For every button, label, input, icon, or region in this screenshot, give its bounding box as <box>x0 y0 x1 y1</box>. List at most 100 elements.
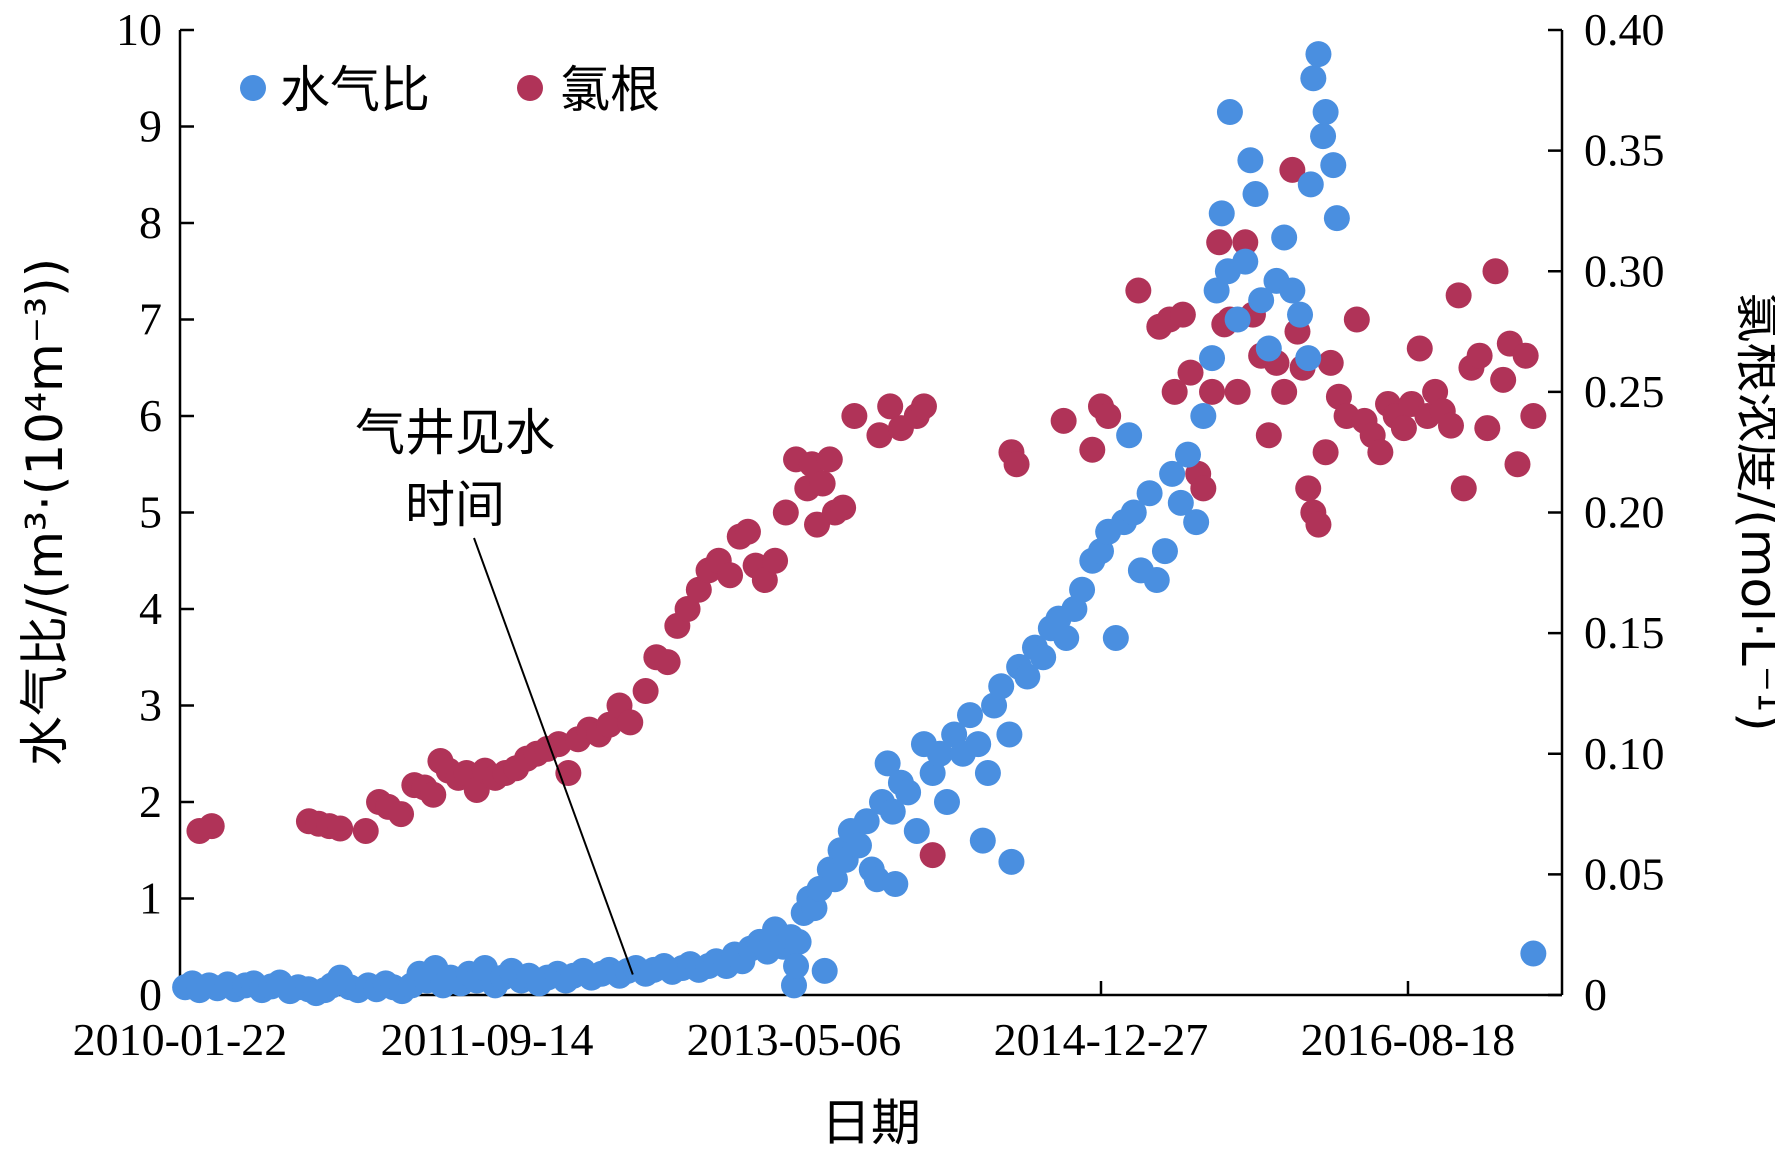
left-y-tick-label: 7 <box>139 294 162 345</box>
chloride-point <box>1199 378 1226 405</box>
water-gas-ratio-point <box>785 928 812 955</box>
legend-marker-water-gas-ratio <box>240 75 266 101</box>
water-gas-ratio-point <box>1279 277 1306 304</box>
water-gas-ratio-point <box>1069 576 1096 603</box>
water-gas-ratio-point <box>988 673 1015 700</box>
chloride-point <box>816 446 843 473</box>
x-axis-label: 日期 <box>821 1094 921 1152</box>
chloride-point <box>674 596 701 622</box>
left-y-tick-label: 2 <box>139 776 162 827</box>
chloride-point <box>1079 436 1106 463</box>
right-y-tick-label: 0.30 <box>1584 245 1665 296</box>
left-y-tick-label: 0 <box>139 969 162 1020</box>
annotation-pointer-line <box>473 537 634 975</box>
chloride-point <box>1450 475 1477 502</box>
water-gas-ratio-point <box>1320 152 1347 179</box>
chloride-point <box>1279 156 1306 183</box>
right-y-ticks: 0 0.05 0.10 0.15 0.20 0.25 0.30 0.35 0.40 <box>1548 4 1665 1020</box>
right-y-tick-label: 0.15 <box>1584 607 1665 658</box>
water-gas-ratio-point <box>1136 480 1163 507</box>
water-gas-ratio-point <box>1310 123 1337 150</box>
water-gas-ratio-point <box>811 957 838 984</box>
water-gas-ratio-point <box>845 832 872 859</box>
legend-marker-chloride <box>517 75 543 101</box>
left-y-tick-label: 5 <box>139 487 162 538</box>
chloride-point <box>1367 439 1394 466</box>
right-y-tick-label: 0.20 <box>1584 487 1665 538</box>
water-gas-ratio-point <box>879 798 906 825</box>
chloride-point <box>830 494 857 521</box>
chloride-point <box>866 422 893 449</box>
water-gas-ratio-point <box>1237 147 1264 174</box>
chloride-point <box>1490 366 1517 393</box>
water-gas-ratio-point <box>1248 287 1275 314</box>
water-gas-ratio-point <box>1143 567 1170 594</box>
water-gas-ratio-point <box>974 760 1001 787</box>
right-y-tick-label: 0.35 <box>1584 125 1665 176</box>
water-gas-ratio-point <box>926 740 953 767</box>
water-gas-ratio-point <box>933 789 960 815</box>
chloride-point <box>1317 349 1344 376</box>
annotation-line-1: 气井见水 <box>355 404 555 462</box>
chloride-point <box>1512 342 1539 369</box>
water-gas-ratio-point <box>1295 345 1322 372</box>
chloride-point <box>1312 439 1339 466</box>
chloride-point <box>327 815 354 842</box>
water-gas-ratio-point <box>1208 200 1235 227</box>
water-gas-ratio-point <box>780 972 807 999</box>
right-y-tick-label: 0.40 <box>1584 4 1665 55</box>
chloride-point <box>772 499 799 526</box>
chloride-point <box>1445 282 1472 309</box>
water-gas-ratio-point <box>1287 301 1314 328</box>
water-gas-ratio-point <box>1242 181 1269 208</box>
right-y-tick-label: 0.10 <box>1584 728 1665 779</box>
right-y-axis-label: 氯根浓度/(mol·L⁻¹) <box>1730 292 1775 731</box>
chloride-point <box>1295 475 1322 502</box>
chloride-point <box>1169 301 1196 328</box>
right-y-tick-label: 0 <box>1584 969 1607 1020</box>
x-ticks: 2010-01-22 2011-09-14 2013-05-06 2014-12-27… <box>73 981 1516 1065</box>
water-gas-ratio-point <box>1297 171 1324 198</box>
left-y-tick-label: 1 <box>139 873 162 924</box>
chloride-point <box>1232 229 1259 256</box>
water-gas-ratio-point <box>1190 403 1217 429</box>
chloride-point <box>685 576 712 603</box>
legend: 水气比 氯根 <box>240 61 660 119</box>
chloride-point <box>1161 378 1188 405</box>
chloride-point <box>1437 412 1464 439</box>
chloride-point <box>198 813 225 840</box>
water-gas-ratio-point <box>1271 224 1298 251</box>
chloride-point <box>1474 415 1501 442</box>
water-gas-ratio-point <box>874 750 901 777</box>
x-tick-label: 2010-01-22 <box>73 1014 288 1065</box>
water-gas-ratio-point <box>1300 65 1327 92</box>
chloride-point <box>388 801 415 828</box>
chloride-point <box>654 649 681 676</box>
chloride-point <box>1482 258 1509 285</box>
chloride-point <box>420 781 447 808</box>
chloride-point <box>1520 403 1547 429</box>
water-gas-ratio-point <box>1030 644 1057 671</box>
chloride-point <box>1224 378 1251 405</box>
water-gas-ratio-point <box>853 808 880 835</box>
water-gas-ratio-point <box>1199 345 1226 372</box>
chloride-point <box>910 393 937 420</box>
x-tick-label: 2014-12-27 <box>994 1014 1209 1065</box>
chloride-point <box>1271 378 1298 405</box>
chloride-point <box>762 547 789 574</box>
chloride-point <box>1177 359 1204 386</box>
x-tick-label: 2013-05-06 <box>687 1014 902 1065</box>
chloride-point <box>1255 422 1282 449</box>
chloride-point <box>352 817 379 844</box>
water-gas-ratio-point <box>1224 306 1251 333</box>
water-gas-ratio-point <box>998 848 1025 875</box>
water-gas-ratio-point <box>1151 538 1178 565</box>
chloride-point <box>1190 475 1217 502</box>
left-y-tick-label: 6 <box>139 390 162 441</box>
x-tick-label: 2016-08-18 <box>1301 1014 1516 1065</box>
water-gas-ratio-point <box>1120 499 1147 526</box>
water-gas-ratio-point <box>1305 41 1332 68</box>
annotation-line-2: 时间 <box>405 476 505 534</box>
left-y-tick-label: 10 <box>116 4 162 55</box>
